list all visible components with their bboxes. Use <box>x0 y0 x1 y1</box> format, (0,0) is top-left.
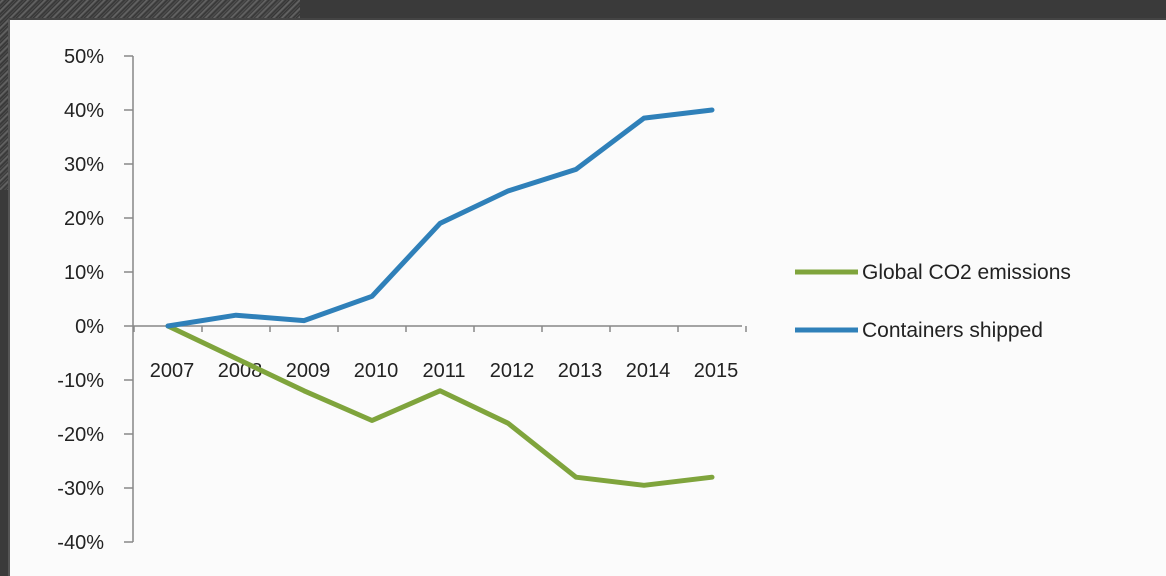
legend-label: Containers shipped <box>862 319 1043 342</box>
y-axis: 50% 40% 30% 20% 10% 0% -10% -20% -30% -40% <box>57 46 134 554</box>
x-tick-label: 2007 <box>150 360 195 382</box>
x-tick-label: 2010 <box>354 360 399 382</box>
y-tick-label: 0% <box>75 316 104 338</box>
y-tick-label: -40% <box>57 532 104 554</box>
x-tick-label: 2012 <box>490 360 535 382</box>
legend: Global CO2 emissions Containers shipped <box>795 261 1071 342</box>
series-line-containers-shipped <box>165 107 715 329</box>
x-tick-label: 2008 <box>218 360 263 382</box>
y-tick-label: -30% <box>57 478 104 500</box>
y-tick-label: 20% <box>64 208 104 230</box>
y-tick-label: 10% <box>64 262 104 284</box>
y-tick-label: 40% <box>64 100 104 122</box>
y-tick-label: -20% <box>57 424 104 446</box>
x-tick-label: 2013 <box>558 360 603 382</box>
x-axis: 2007 2008 2009 2010 2011 2012 2013 2014 2015 <box>133 325 747 382</box>
series-line-global-co2-emissions <box>165 323 715 488</box>
x-tick-label: 2009 <box>286 360 331 382</box>
series-lines <box>165 107 715 488</box>
x-tick-label: 2011 <box>422 360 465 382</box>
y-tick-label: 30% <box>64 154 104 176</box>
x-tick-label: 2015 <box>694 360 739 382</box>
y-tick-label: -10% <box>57 370 104 392</box>
chart-panel <box>8 18 1166 576</box>
legend-label: Global CO2 emissions <box>862 261 1071 284</box>
x-tick-label: 2014 <box>626 360 671 382</box>
y-tick-label: 50% <box>64 46 104 68</box>
